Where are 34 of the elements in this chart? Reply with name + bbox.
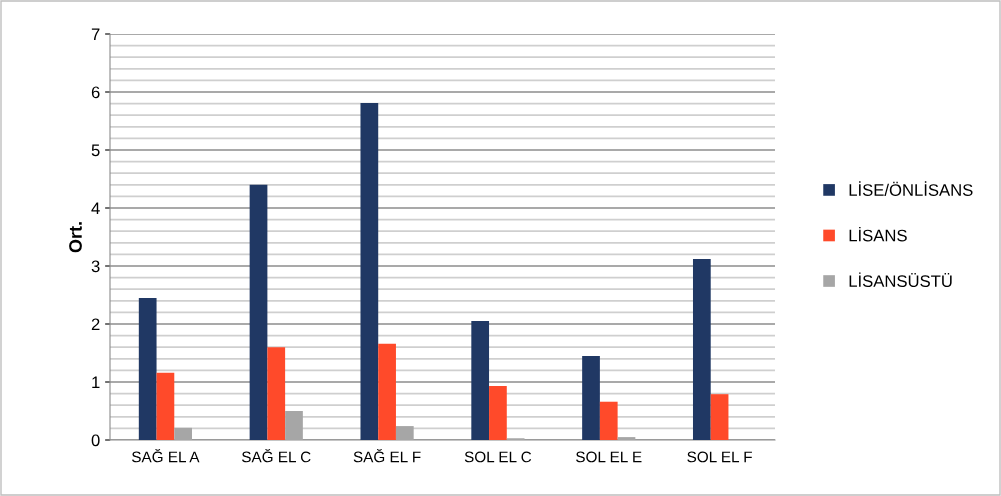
bar xyxy=(617,437,636,440)
bar xyxy=(582,355,600,440)
legend-label: LİSANSÜSTÜ xyxy=(849,272,952,288)
y-tick-label: 4 xyxy=(91,202,100,215)
bar xyxy=(156,372,175,440)
bar xyxy=(692,259,711,440)
legend-label: LİSANS xyxy=(849,226,907,242)
legend-label: LİSE/ÖNLİSANS xyxy=(849,181,973,196)
x-tick-label: SAĞ EL C xyxy=(241,448,311,463)
x-tick-label: SAĞ EL F xyxy=(353,448,421,463)
x-tick-label: SOL EL F xyxy=(687,451,752,463)
y-tick-label: 6 xyxy=(91,86,100,99)
bar xyxy=(285,411,303,440)
bar xyxy=(174,427,193,440)
y-tick-label: 0 xyxy=(91,434,100,447)
bar xyxy=(378,343,396,440)
bar xyxy=(710,394,729,440)
x-tick-label: SOL EL C xyxy=(464,451,532,463)
y-tick-label: 3 xyxy=(91,260,100,273)
x-tick-label: SOL EL E xyxy=(576,451,642,463)
bar xyxy=(360,103,379,440)
bar xyxy=(267,347,286,440)
y-tick-label: 7 xyxy=(91,28,100,41)
x-tick-label: SAĞ EL A xyxy=(132,448,200,463)
y-tick-label: 5 xyxy=(91,144,100,157)
bar xyxy=(489,386,507,440)
bar xyxy=(249,184,268,440)
bar xyxy=(599,401,618,440)
bar xyxy=(471,321,490,440)
y-tick-label: 2 xyxy=(91,318,100,331)
bar xyxy=(395,426,414,440)
y-axis-title: Ort. xyxy=(69,222,82,253)
y-tick-label: 1 xyxy=(92,376,100,389)
bar xyxy=(138,297,157,440)
